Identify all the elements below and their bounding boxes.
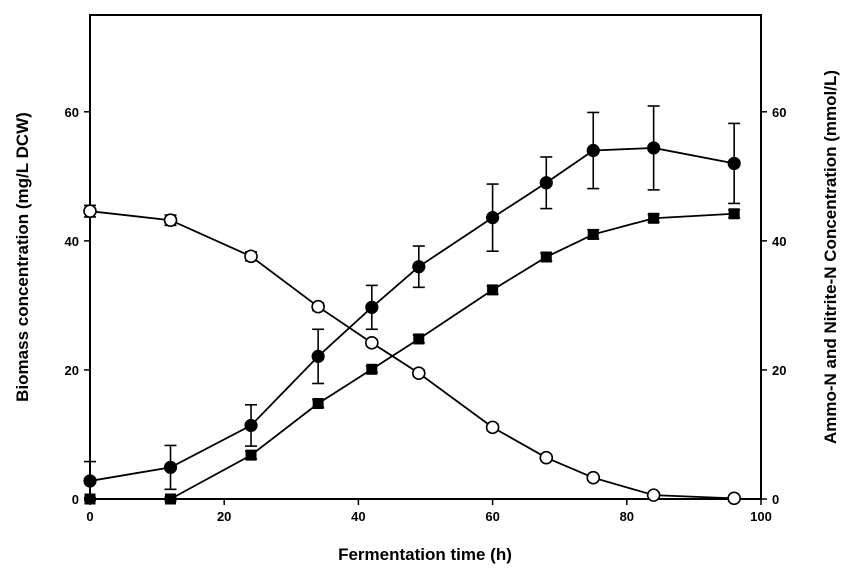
x-axis-ticks: 0 20 40 60 80 100 — [86, 499, 772, 524]
plot-frame — [89, 14, 762, 500]
x-tick-label: 40 — [351, 509, 365, 524]
data-point — [586, 470, 601, 485]
data-point — [539, 176, 553, 190]
data-point — [411, 366, 426, 380]
data-point — [727, 491, 741, 506]
series-line — [90, 212, 735, 500]
data-point — [366, 363, 378, 375]
data-point — [165, 493, 177, 505]
data-point — [244, 249, 258, 264]
data-point — [163, 213, 178, 228]
data-point — [648, 212, 660, 224]
left-y-axis-ticks: 0 20 40 60 — [65, 105, 90, 507]
data-point — [163, 460, 178, 474]
right-y-axis-ticks: 0 20 40 60 — [761, 105, 786, 507]
left-y-tick-label: 0 — [72, 492, 79, 507]
data-point — [311, 299, 325, 314]
data-point — [365, 336, 379, 350]
left-y-axis-title: Biomass concentration (mg/L DCW) — [13, 112, 32, 402]
series-line — [89, 147, 735, 482]
x-tick-label: 20 — [217, 509, 231, 524]
data-point — [244, 418, 258, 433]
right-y-tick-label: 60 — [772, 105, 786, 120]
data-point — [485, 420, 500, 435]
data-point — [365, 300, 379, 314]
data-point — [311, 349, 325, 363]
data-point — [587, 228, 599, 240]
data-point — [245, 449, 257, 461]
data-point — [586, 143, 600, 158]
series-line — [89, 210, 735, 500]
data-point — [83, 204, 97, 218]
data-point — [646, 488, 661, 502]
right-y-tick-label: 20 — [772, 363, 786, 378]
data-point — [727, 156, 741, 171]
left-y-tick-label: 20 — [65, 363, 79, 378]
x-tick-label: 80 — [620, 509, 634, 524]
x-tick-label: 60 — [485, 509, 499, 524]
data-point — [413, 333, 425, 345]
data-point — [647, 141, 661, 155]
data-point — [486, 211, 500, 225]
series-filled-square — [84, 208, 741, 505]
series-filled-circle — [83, 105, 741, 502]
right-y-tick-label: 40 — [772, 234, 786, 249]
data-point — [412, 260, 426, 274]
left-y-tick-label: 60 — [65, 105, 79, 120]
data-point — [539, 450, 554, 465]
data-point — [312, 397, 324, 409]
data-point — [728, 208, 740, 220]
series-open-circle — [83, 204, 741, 506]
right-y-tick-label: 0 — [772, 492, 779, 507]
x-tick-label: 0 — [86, 509, 93, 524]
right-y-axis-title: Ammo-N and Nitrite-N Concentration (mmol… — [821, 70, 840, 444]
data-point — [540, 251, 552, 263]
series-layer — [83, 105, 741, 506]
x-tick-label: 100 — [750, 509, 772, 524]
left-y-tick-label: 40 — [65, 234, 79, 249]
data-point — [487, 284, 499, 296]
x-axis-title: Fermentation time (h) — [338, 545, 512, 564]
data-point — [84, 493, 96, 505]
data-point — [83, 474, 97, 488]
